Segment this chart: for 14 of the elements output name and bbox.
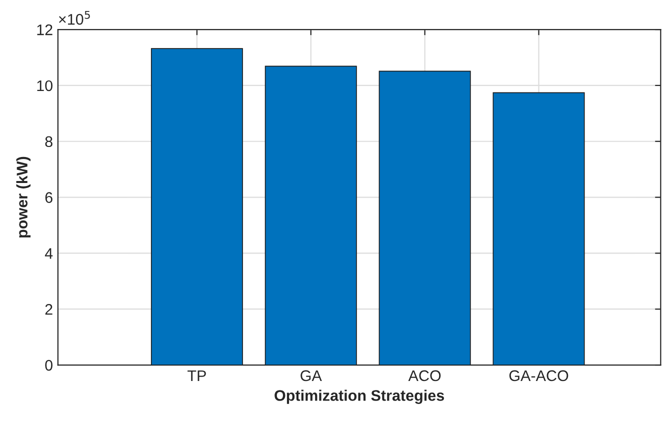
- y-tick-label: 0: [45, 360, 52, 371]
- x-tick-label: GA-ACO: [509, 370, 568, 382]
- x-tick-label: GA: [300, 370, 322, 382]
- y-tick-label: 8: [45, 136, 52, 148]
- y-tick-label: 12: [37, 24, 52, 36]
- text: ×10$^{5}$: [59, 10, 90, 25]
- y-tick-label: 2: [45, 304, 52, 315]
- x-tick-label: ACO: [408, 370, 441, 382]
- x-axis-title: Optimization Strategies: [274, 390, 444, 404]
- y-tick-label: 4: [44, 248, 53, 259]
- y-axis-title: power (kW): [16, 156, 31, 238]
- y-tick-label: 6: [45, 192, 52, 203]
- y-tick-label: 10: [37, 80, 52, 92]
- x-tick-label: TP: [188, 370, 206, 381]
